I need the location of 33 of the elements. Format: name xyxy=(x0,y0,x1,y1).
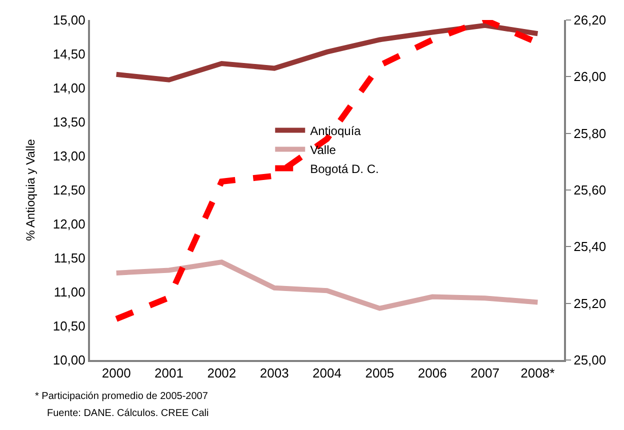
y-tick-label: 10,50 xyxy=(52,318,86,334)
y2-tick-label: 25,60 xyxy=(574,182,606,198)
y-tick-label: 12,00 xyxy=(52,216,86,232)
legend-label: Valle xyxy=(310,142,336,157)
y2-tick-label: 25,80 xyxy=(574,126,606,141)
y-tick-label: 10,00 xyxy=(52,352,86,368)
y-tick-label: 13,50 xyxy=(52,114,86,130)
y2-tick-label: 25,00 xyxy=(574,352,606,368)
y-tick-label: 14,50 xyxy=(52,46,86,62)
source-note: Fuente: DANE. Cálculos. CREE Cali xyxy=(47,408,209,419)
x-tick-label: 2006 xyxy=(418,366,447,381)
x-tick-label: 2001 xyxy=(154,366,184,381)
x-tick-label: 2003 xyxy=(260,366,289,381)
text: * Participación promedio de 2005-2007 xyxy=(35,391,208,402)
y-tick-label: 13,00 xyxy=(52,148,86,164)
y2-tick-label: 26,20 xyxy=(574,12,606,28)
x-tick-label: 2004 xyxy=(312,366,342,381)
x-tick-label: 2002 xyxy=(207,366,236,381)
y-tick-label: 12,50 xyxy=(52,182,86,198)
y-tick-label: 11,00 xyxy=(54,284,86,300)
y-tick-label: 15,00 xyxy=(52,12,86,28)
y2-tick-label: 25,40 xyxy=(574,239,606,254)
y2-tick-label: 26,00 xyxy=(574,69,606,84)
legend-label: Bogotá D. C. xyxy=(310,162,379,176)
x-tick-label: 2000 xyxy=(102,366,131,381)
x-tick-label: 2007 xyxy=(470,366,500,381)
y-tick-label: 11,50 xyxy=(54,250,86,266)
y2-tick-label: 25,20 xyxy=(574,296,606,311)
y-tick-label: 14,00 xyxy=(52,80,86,96)
x-tick-label: 2005 xyxy=(365,366,394,381)
y-axis-title: % Antioquia y Valle xyxy=(24,138,38,241)
x-tick-label: 2008* xyxy=(520,366,555,381)
legend-label: Antioquía xyxy=(310,124,362,138)
